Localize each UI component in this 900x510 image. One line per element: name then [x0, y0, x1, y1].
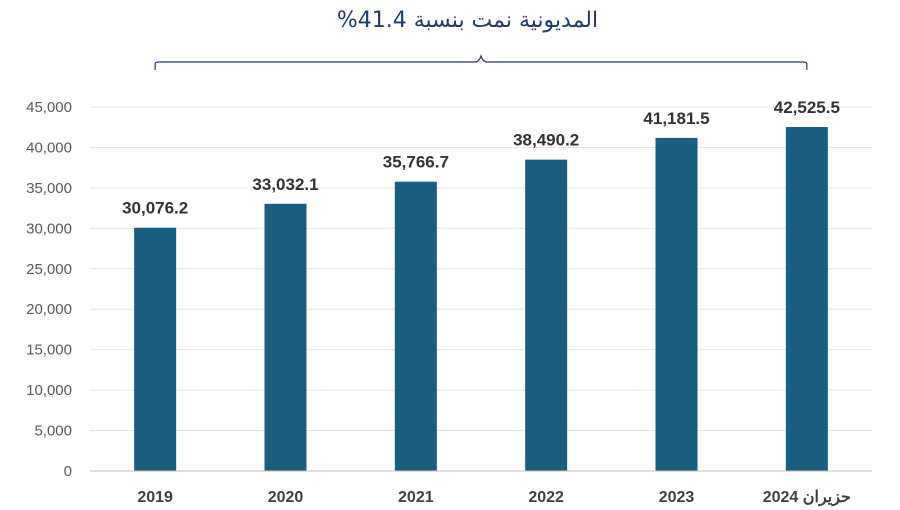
y-tick-label: 35,000	[26, 180, 72, 197]
data-label: 35,766.7	[383, 153, 449, 172]
data-label: 33,032.1	[252, 175, 318, 194]
bracket-path	[154, 54, 808, 70]
category-label: 2020	[268, 489, 304, 506]
bar	[525, 159, 568, 471]
bar	[785, 127, 828, 471]
data-label: 42,525.5	[774, 98, 840, 117]
y-tick-label: 20,000	[26, 301, 72, 318]
bar	[134, 227, 177, 471]
category-label: 2021	[398, 489, 434, 506]
y-tick-label: 25,000	[26, 261, 72, 278]
growth-annotation: المديونية نمت بنسبة 41.4%	[336, 8, 599, 33]
category-label: 2022	[528, 489, 564, 506]
bar	[655, 137, 698, 471]
y-axis-tick-labels: 0 5,000 10,000 15,000 20,000 25,000 30,000 35,0…	[26, 99, 72, 480]
bar	[394, 181, 437, 471]
category-label: حزيران 2024	[763, 489, 851, 507]
y-tick-label: 45,000	[26, 99, 72, 116]
y-tick-label: 0	[64, 463, 72, 480]
category-label: 2023	[659, 489, 695, 506]
y-tick-label: 40,000	[26, 139, 72, 156]
data-label: 38,490.2	[513, 131, 579, 150]
y-tick-label: 30,000	[26, 220, 72, 237]
bars	[134, 127, 828, 471]
category-label: 2019	[137, 489, 173, 506]
y-tick-label: 5,000	[34, 423, 72, 440]
data-label: 30,076.2	[122, 199, 188, 218]
gridlines	[90, 106, 872, 432]
x-axis-category-labels: 2019 2020 2021 2022 2023 حزيران 2024	[137, 489, 851, 507]
data-label: 41,181.5	[643, 109, 709, 128]
data-labels: 30,076.2 33,032.1 35,766.7 38,490.2 41,181.5…	[122, 98, 840, 218]
y-tick-label: 10,000	[26, 382, 72, 399]
y-tick-label: 15,000	[26, 342, 72, 359]
growth-bracket	[154, 54, 808, 70]
bar	[264, 203, 307, 471]
